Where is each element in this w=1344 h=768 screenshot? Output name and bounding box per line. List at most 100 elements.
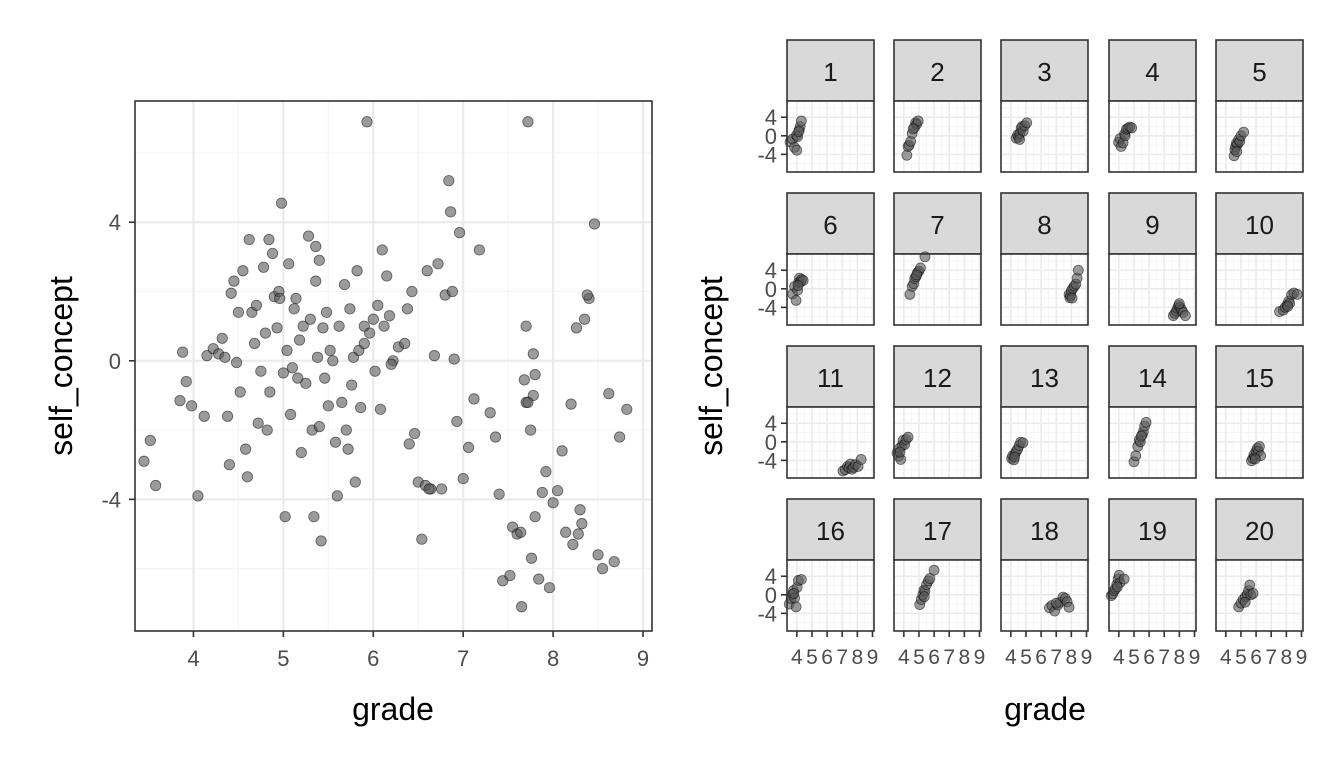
data-point xyxy=(243,233,255,246)
facet-strip xyxy=(786,498,875,561)
data-point xyxy=(311,351,324,363)
data-point xyxy=(529,511,541,523)
data-point xyxy=(416,533,428,545)
data-point xyxy=(540,466,552,478)
facet-panel-border xyxy=(893,100,982,173)
x-tick-label: 8 xyxy=(547,646,559,671)
y-tick-label: 0 xyxy=(765,583,777,608)
facet-panel-border xyxy=(1108,559,1197,632)
facet-panel-1: 1 -404 xyxy=(757,39,875,173)
facet-panel-15: 15 xyxy=(1215,345,1304,479)
y-tick-label: 0 xyxy=(109,349,121,374)
facet-panel-17: 17 4 5 6 7 8 9 xyxy=(893,498,985,669)
data-point xyxy=(493,488,505,500)
facet-strip xyxy=(1215,39,1304,102)
facet-strip-label: 19 xyxy=(1138,516,1167,546)
y-tick-label: 4 xyxy=(765,105,777,130)
x-tick-label: 6 xyxy=(1143,646,1155,669)
data-point xyxy=(290,292,302,305)
x-tick-label: 4 xyxy=(1220,646,1232,669)
x-tick-label: 4 xyxy=(1113,646,1125,669)
data-point xyxy=(174,395,186,407)
facet-strip xyxy=(1000,345,1089,408)
facet-strip-label: 12 xyxy=(923,363,952,393)
data-point xyxy=(374,403,387,415)
data-point xyxy=(596,563,609,575)
facet-strip xyxy=(786,192,875,255)
right-y-axis-title: self_concept xyxy=(693,276,729,456)
facet-panel-border xyxy=(1108,100,1197,173)
data-point xyxy=(186,400,198,412)
x-tick-label: 9 xyxy=(1189,646,1201,669)
data-point xyxy=(911,269,923,281)
facet-strip xyxy=(1215,498,1304,561)
data-point xyxy=(565,398,577,410)
data-point xyxy=(1239,596,1251,608)
data-point xyxy=(547,497,559,509)
data-point xyxy=(522,116,534,128)
data-point xyxy=(574,504,586,516)
data-point xyxy=(567,538,579,550)
facet-strip xyxy=(1215,345,1304,408)
data-point xyxy=(340,424,352,436)
x-tick-label: 4 xyxy=(187,646,199,671)
facet-strip-label: 14 xyxy=(1138,363,1167,393)
data-point xyxy=(551,485,564,497)
facet-strip xyxy=(1215,192,1304,255)
facet-panel-border xyxy=(893,559,982,632)
data-point xyxy=(331,490,343,502)
data-point xyxy=(329,436,342,448)
data-point xyxy=(1291,288,1303,300)
facet-panel-border xyxy=(1000,406,1089,479)
data-point xyxy=(529,369,541,381)
facet-panel-3: 3 xyxy=(1000,39,1089,173)
data-point xyxy=(581,289,593,301)
x-tick-label: 7 xyxy=(1050,646,1062,669)
x-tick-label: 7 xyxy=(1265,646,1277,669)
data-point xyxy=(1014,134,1026,145)
facet-panel-4: 4 xyxy=(1108,39,1197,173)
data-point xyxy=(1066,292,1078,304)
data-point xyxy=(788,588,800,599)
data-point xyxy=(1140,416,1152,428)
data-point xyxy=(281,344,293,357)
data-point xyxy=(522,396,534,408)
x-tick-label: 9 xyxy=(1296,646,1308,669)
data-point xyxy=(432,258,444,270)
data-point xyxy=(383,310,396,322)
facet-panel-border xyxy=(1215,100,1304,173)
x-tick-label: 8 xyxy=(1281,646,1293,669)
facet-strip xyxy=(1108,39,1197,102)
facet-strip-label: 16 xyxy=(816,516,845,546)
facet-strip-label: 11 xyxy=(817,363,844,393)
data-point xyxy=(358,337,370,350)
data-point xyxy=(448,353,460,365)
data-point xyxy=(322,400,334,412)
data-point xyxy=(621,403,633,415)
data-point xyxy=(257,261,270,273)
data-point xyxy=(403,438,415,450)
data-point xyxy=(791,144,803,156)
data-point xyxy=(525,552,538,564)
data-point xyxy=(1050,597,1062,609)
data-point xyxy=(572,528,584,540)
facet-panel-border xyxy=(1108,253,1197,326)
data-point xyxy=(451,415,463,428)
facet-panel-border xyxy=(893,406,982,479)
data-point xyxy=(201,350,213,362)
data-point xyxy=(180,375,192,388)
data-point xyxy=(300,377,312,389)
data-point xyxy=(918,591,930,603)
x-tick-label: 4 xyxy=(898,646,910,669)
data-point xyxy=(232,306,244,318)
data-point xyxy=(364,327,376,339)
facet-panel-border xyxy=(1215,253,1304,326)
data-point xyxy=(436,483,448,495)
data-point xyxy=(376,244,388,256)
data-point xyxy=(1247,588,1259,599)
data-point xyxy=(578,313,591,325)
facet-panel-border xyxy=(893,253,982,326)
y-tick-label: 0 xyxy=(765,430,777,455)
data-point xyxy=(603,388,615,400)
x-tick-label: 6 xyxy=(821,646,833,669)
